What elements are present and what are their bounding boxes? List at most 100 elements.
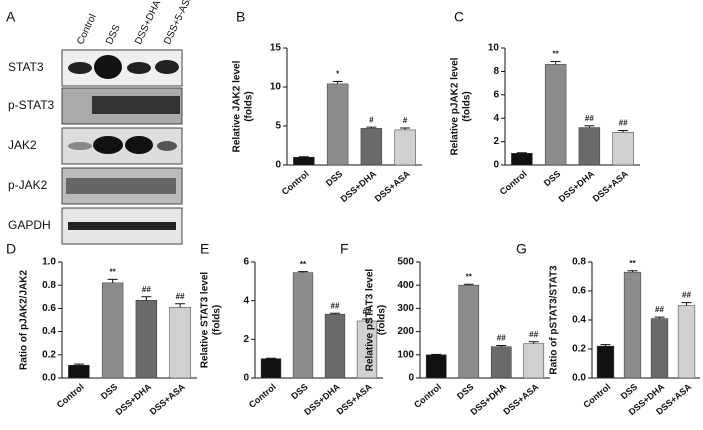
significance-label: ## [142,285,151,294]
y-tick-label: 5 [275,121,281,132]
lane-label: Control [75,13,99,47]
lane-label: DSS [104,23,123,47]
x-tick-label: DSS+DHA [339,168,379,204]
y-tick-label: 300 [397,303,414,314]
band [155,60,179,74]
bar [135,300,158,379]
error-bar [654,316,665,319]
band [92,96,180,114]
error-bar [528,341,539,344]
bar [578,127,601,166]
x-tick-label: DSS+ASA [373,168,413,203]
x-tick-label: Control [498,169,529,197]
y-axis-label: (folds) [244,91,255,122]
x-tick-label: DSS+DHA [114,381,154,417]
panel-label: E [200,241,209,257]
y-axis-label: Relative pSTAT3 level [365,269,376,372]
y-tick-label: 0.4 [572,315,586,326]
significance-label: * [336,70,340,79]
x-tick-label: DSS+ASA [335,381,375,416]
row-label: GAPDH [8,218,51,232]
row-label: JAK2 [8,138,37,152]
bar [490,346,512,379]
y-tick-label: 500 [397,257,414,268]
bar [324,313,346,379]
significance-label: ## [529,330,538,339]
error-bar [332,81,343,84]
bar [677,305,696,379]
y-tick-label: 6 [243,257,249,268]
y-axis-label: (folds) [462,91,473,122]
y-tick-label: 400 [397,280,414,291]
significance-label: ** [300,260,307,269]
x-tick-label: DSS+ASA [591,168,631,203]
significance-label: ## [363,307,372,316]
x-tick-label: Control [581,382,612,410]
x-tick-label: DSS+DHA [557,168,597,204]
error-bar [618,129,629,133]
band [68,222,176,230]
x-tick-label: DSS+ASA [148,381,188,416]
x-tick-label: DSS [99,382,120,402]
x-tick-label: Control [280,169,311,197]
error-bar [516,152,527,154]
x-tick-label: DSS [619,382,640,402]
error-bar [366,126,377,129]
bar [360,128,383,166]
y-tick-label: 0 [275,160,281,171]
significance-label: ** [110,268,117,277]
y-tick-label: 6 [493,89,499,100]
y-tick-label: 0.6 [42,303,56,314]
panel-label: C [454,9,464,25]
error-bar [463,283,474,286]
x-tick-label: DSS [542,169,563,189]
x-tick-label: Control [412,382,443,410]
y-tick-label: 100 [397,349,414,360]
y-tick-label: 0.6 [572,286,586,297]
significance-label: ** [553,50,560,59]
lane-label: DSS+DHA [133,0,163,46]
band [127,62,151,74]
bar [523,343,545,379]
y-tick-label: 0.0 [42,373,56,384]
error-bar [550,60,561,65]
error-bar [627,270,638,273]
panel-label: G [516,241,527,257]
error-bar [175,303,186,308]
significance-label: ** [466,272,473,281]
bar [458,284,480,379]
significance-label: ## [331,301,340,310]
row-label: STAT3 [8,60,44,74]
band [68,142,92,150]
significance-label: # [369,115,374,124]
significance-label: ## [655,305,664,314]
bar [650,318,669,379]
y-tick-label: 0.4 [42,326,56,337]
y-axis-label: (folds) [377,305,388,336]
significance-label: ## [176,292,185,301]
bar [326,83,349,166]
band [125,136,153,154]
y-tick-label: 0.2 [572,344,586,355]
blot-panel [61,49,183,245]
error-bar [141,296,152,301]
bar [544,64,567,166]
y-tick-label: 0.8 [42,280,56,291]
bar [394,129,416,166]
panel-label: F [340,241,349,257]
panel-label: A [6,9,16,25]
error-bar [73,363,84,366]
bar [68,364,90,379]
band [68,62,92,74]
bar [292,272,314,379]
y-axis-label: Ratio of pSTAT3/STAT3 [549,265,560,375]
error-bar [584,125,595,128]
y-tick-label: 15 [270,43,282,54]
row-label: p-STAT3 [8,98,55,112]
bar [425,354,447,379]
band [66,178,176,194]
error-bar [107,278,118,283]
y-tick-label: 2 [493,136,499,147]
bar [612,131,634,166]
